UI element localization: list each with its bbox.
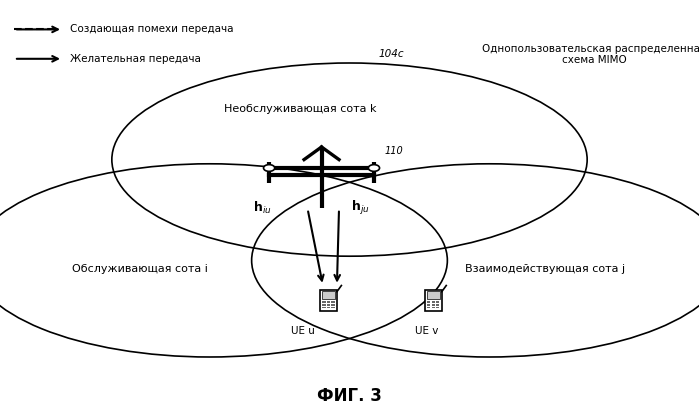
Text: Желательная передача: Желательная передача xyxy=(70,54,201,64)
Bar xyxy=(432,307,435,309)
Bar xyxy=(427,301,431,302)
Bar xyxy=(436,307,440,309)
Bar xyxy=(427,304,431,305)
Text: Необслуживающая сота k: Необслуживающая сота k xyxy=(224,104,377,114)
Text: Создающая помехи передача: Создающая помехи передача xyxy=(70,24,233,34)
Bar xyxy=(436,301,440,302)
Text: UE u: UE u xyxy=(291,326,315,336)
Text: 110: 110 xyxy=(384,146,403,156)
Text: 104c: 104c xyxy=(379,49,404,59)
Circle shape xyxy=(368,165,380,171)
Bar xyxy=(327,307,330,309)
Bar xyxy=(320,289,337,311)
Bar xyxy=(432,304,435,305)
Bar xyxy=(331,307,335,309)
Text: UE v: UE v xyxy=(415,326,438,336)
Bar xyxy=(427,307,431,309)
Bar xyxy=(427,291,440,299)
Bar xyxy=(322,307,326,309)
Bar xyxy=(327,301,330,302)
Text: Взаимодействующая сота j: Взаимодействующая сота j xyxy=(465,264,626,274)
Circle shape xyxy=(264,165,275,171)
Bar xyxy=(331,304,335,305)
Bar xyxy=(322,291,335,299)
Text: $\mathbf{h}_{iu}$: $\mathbf{h}_{iu}$ xyxy=(253,200,271,216)
Bar xyxy=(432,301,435,302)
Bar xyxy=(322,304,326,305)
Text: Однопользовательская распределенная
схема MIMO: Однопользовательская распределенная схем… xyxy=(482,44,699,66)
Bar xyxy=(327,304,330,305)
Bar xyxy=(322,301,326,302)
Bar xyxy=(331,301,335,302)
Text: Обслуживающая сота i: Обслуживающая сота i xyxy=(72,264,208,274)
Bar xyxy=(425,289,442,311)
Text: ФИГ. 3: ФИГ. 3 xyxy=(317,387,382,405)
Text: $\mathbf{h}_{ju}$: $\mathbf{h}_{ju}$ xyxy=(351,199,369,217)
Bar xyxy=(436,304,440,305)
